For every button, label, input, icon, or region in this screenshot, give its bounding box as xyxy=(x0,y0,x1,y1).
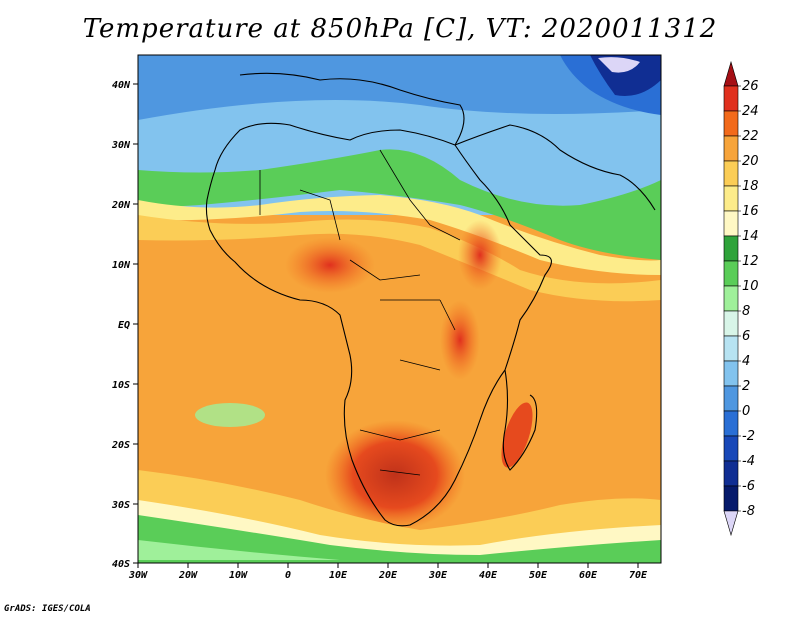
colorbar-cell xyxy=(723,435,739,462)
map-frame xyxy=(137,54,662,564)
colorbar-cell xyxy=(723,335,739,362)
lat-tick-label: 20S xyxy=(111,440,130,451)
arabian-coast xyxy=(454,124,656,211)
lon-tick-label: 30E xyxy=(428,570,448,581)
colorbar-cell xyxy=(723,210,739,237)
band-light-yellow xyxy=(138,195,661,275)
lon-tick-label: 60E xyxy=(579,570,598,581)
country-borders xyxy=(259,149,461,476)
colorbar-level-label: 6 xyxy=(742,329,750,344)
madagascar-outline xyxy=(502,369,538,471)
colorbar-level-label: -6 xyxy=(742,479,755,494)
colorbar-level-label: 10 xyxy=(742,279,759,294)
lat-tick-label: 30N xyxy=(111,140,131,151)
colorbar-cell xyxy=(723,235,739,262)
lon-tick-label: 70E xyxy=(629,570,648,581)
lon-tick-label: 10E xyxy=(329,570,348,581)
lon-tick-label: 0 xyxy=(285,570,291,581)
band-south-lightgreen xyxy=(138,540,340,560)
colorbar-level-label: 22 xyxy=(742,129,759,144)
colorbar-cell xyxy=(723,185,739,212)
hot-spot-ethiopia xyxy=(458,220,502,290)
colorbar-cell xyxy=(723,85,739,112)
band-yellow xyxy=(138,215,661,302)
colorbar-level-label: 24 xyxy=(742,104,759,119)
africa-outline xyxy=(205,122,552,527)
colorbar-level-label: 26 xyxy=(742,79,759,94)
latitude-axis: 40N 30N 20N 10N EQ 10S 20S 30S 40S xyxy=(111,80,138,570)
lon-tick-label: 20W xyxy=(178,570,198,581)
colorbar-cells xyxy=(723,60,739,537)
colorbar-cell xyxy=(723,135,739,162)
hot-spot-sahel xyxy=(285,237,375,293)
lat-tick-label: 40N xyxy=(112,80,131,91)
colorbar-cell xyxy=(723,310,739,337)
colorbar-cell xyxy=(723,385,739,412)
colorbar-level-label: 2 xyxy=(742,379,750,394)
hot-spot-southern-africa xyxy=(325,420,465,530)
colorbar-level-label: -8 xyxy=(742,504,755,519)
lon-tick-label: 10W xyxy=(229,570,248,581)
lat-tick-label: 10S xyxy=(112,380,130,391)
patch-atlantic-cool xyxy=(195,403,265,427)
colorbar-level-label: 8 xyxy=(742,304,750,319)
colorbar-cap-top xyxy=(723,60,739,87)
coastlines xyxy=(205,72,656,527)
band-south-green xyxy=(138,515,661,563)
credit-text: GrADS: IGES/COLA xyxy=(4,604,91,614)
colorbar-level-label: 0 xyxy=(742,404,750,419)
band-north-cold xyxy=(138,55,661,120)
colorbar-cell xyxy=(723,285,739,312)
colorbar-cap-bottom xyxy=(723,510,739,537)
map-title: Temperature at 850hPa [C], VT: 202001131… xyxy=(82,14,718,44)
colorbar-level-label: -2 xyxy=(742,429,755,444)
colorbar-level-label: 14 xyxy=(742,229,759,244)
colorbar-level-label: 4 xyxy=(742,354,750,369)
lon-tick-label: 30W xyxy=(128,570,148,581)
lat-tick-label: 20N xyxy=(111,200,131,211)
temperature-field xyxy=(138,55,661,563)
mediterranean-coast xyxy=(239,72,465,146)
colorbar-cell xyxy=(723,110,739,137)
lat-tick-label: 40S xyxy=(112,559,130,570)
colorbar-cell xyxy=(723,410,739,437)
colorbar-level-label: 18 xyxy=(742,179,759,194)
lat-tick-label: EQ xyxy=(118,320,130,331)
colorbar-cell xyxy=(723,485,739,512)
lat-tick-label: 10N xyxy=(112,260,131,271)
region-asia-extreme-cold xyxy=(598,57,640,73)
colorbar-cell xyxy=(723,360,739,387)
hot-spot-madagascar xyxy=(501,402,533,468)
colorbar-level-label: 16 xyxy=(742,204,759,219)
lon-tick-label: 40E xyxy=(479,570,498,581)
lon-tick-label: 20E xyxy=(378,570,398,581)
band-transition-green xyxy=(138,149,661,260)
colorbar-cell xyxy=(723,260,739,287)
colorbar-cell xyxy=(723,460,739,487)
longitude-axis: 30W 20W 10W 0 10E 20E 30E 40E 50E 60E 70… xyxy=(128,563,648,581)
colorbar-level-label: 12 xyxy=(742,254,759,269)
lon-tick-label: 50E xyxy=(529,570,548,581)
colorbar-level-label: -4 xyxy=(742,454,755,469)
lat-tick-label: 30S xyxy=(111,500,130,511)
colorbar-cell xyxy=(723,160,739,187)
colorbar-level-label: 20 xyxy=(742,154,759,169)
